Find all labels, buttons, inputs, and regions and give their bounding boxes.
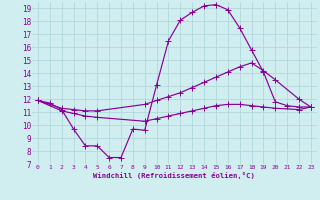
X-axis label: Windchill (Refroidissement éolien,°C): Windchill (Refroidissement éolien,°C) — [93, 172, 255, 179]
